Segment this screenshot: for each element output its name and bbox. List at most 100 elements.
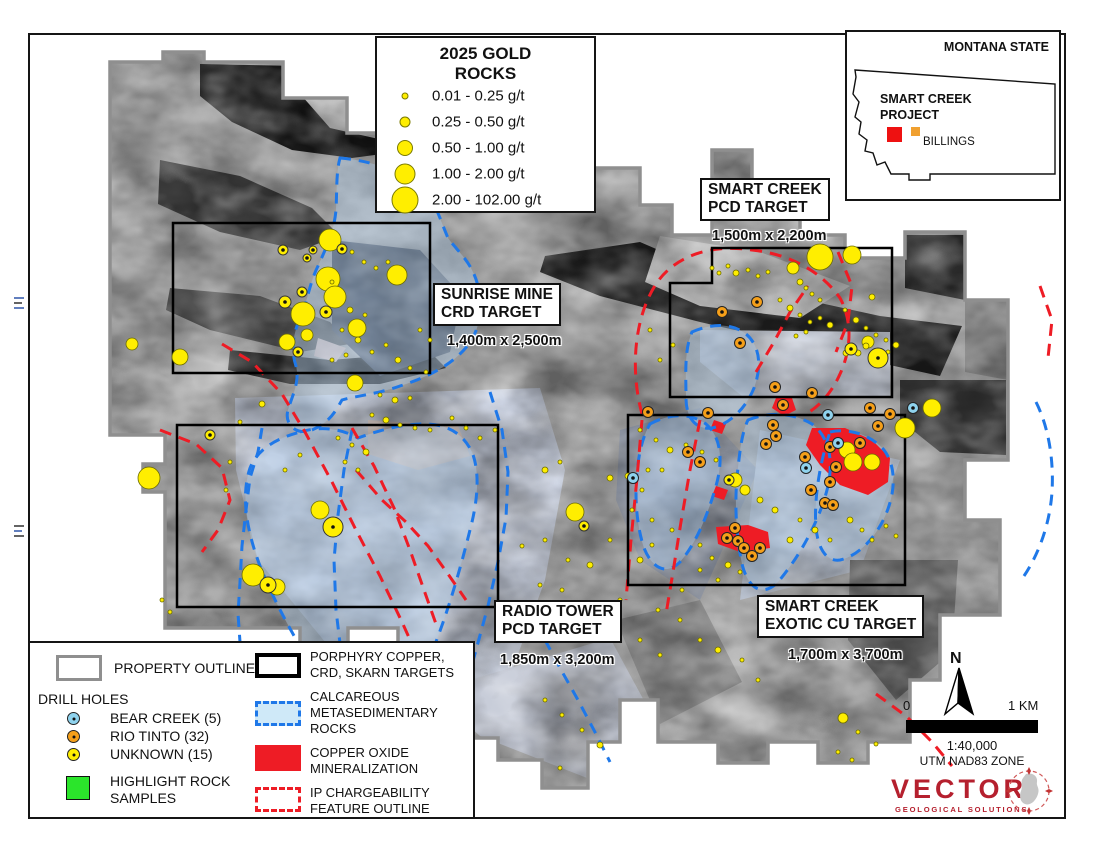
gold-legend-row: 0.01 - 0.25 g/t — [377, 83, 594, 109]
project-label: SMART CREEK PROJECT — [880, 92, 972, 122]
gold-size-swatch — [397, 140, 413, 157]
drillhole-center-dot — [834, 465, 838, 469]
vector-logo-subtext: GEOLOGICAL SOLUTIONS — [895, 805, 1029, 814]
gold-sample-marker — [697, 542, 703, 548]
copper-oxide-label: MINERALIZATION — [310, 761, 419, 776]
drillhole-center-dot — [809, 488, 813, 492]
gold-sample-marker — [565, 502, 585, 522]
gold-sample-marker — [739, 484, 751, 496]
gold-sample-marker — [559, 587, 565, 593]
gold-sample-marker — [846, 516, 854, 524]
gold-sample-marker — [679, 587, 685, 593]
ip-chargeability-outline — [633, 246, 851, 416]
unknown-label: UNKNOWN (15) — [110, 746, 213, 762]
porphyry-target-swatch — [255, 653, 301, 678]
bear-creek-drillhole-icon — [67, 712, 80, 725]
gold-legend-label: 0.01 - 0.25 g/t — [432, 87, 525, 105]
scale-bar — [906, 720, 1038, 733]
target-label-smart-creek-pcd: SMART CREEK PCD TARGET — [700, 178, 830, 221]
gold-sample-marker — [137, 466, 161, 490]
calcareous-area-fill — [287, 158, 481, 432]
ip-chargeability-outline — [221, 342, 436, 693]
drillhole-center-dot — [340, 247, 344, 251]
ip-chargeability-outline — [875, 692, 954, 767]
montana-inset: MONTANA STATE SMART CREEK PROJECT BILLIN… — [845, 30, 1061, 201]
drillhole-center-dot — [698, 460, 702, 464]
gold-sample-marker — [786, 304, 794, 312]
gold-sample-marker — [373, 265, 379, 271]
porphyry-label: PORPHYRY COPPER, — [310, 649, 445, 664]
gold-sample-marker — [407, 395, 413, 401]
gold-sample-marker — [849, 757, 855, 763]
gold-sample-marker — [863, 453, 881, 471]
gold-sample-marker — [241, 563, 265, 587]
drillhole-center-dot — [836, 441, 840, 445]
gold-sample-marker — [639, 487, 645, 493]
gold-sample-marker — [863, 325, 869, 331]
gold-sample-marker — [859, 527, 865, 533]
drillhole-center-dot — [758, 546, 762, 550]
calcareous-area-fill — [685, 325, 759, 429]
gold-sample-marker — [377, 392, 383, 398]
gold-sample-marker — [542, 537, 548, 543]
gold-legend-label: 1.00 - 2.00 g/t — [432, 165, 525, 183]
gold-sample-marker — [666, 446, 674, 454]
gold-sample-marker — [167, 609, 173, 615]
gold-sample-marker — [669, 527, 675, 533]
gold-sample-marker — [323, 285, 347, 309]
gold-sample-marker — [382, 416, 390, 424]
north-label: N — [950, 650, 962, 667]
drillhole-center-dot — [823, 501, 827, 505]
target-dims-exotic-cu: 1,700m x 3,700m — [788, 647, 903, 663]
calcareous-label: CALCAREOUS — [310, 689, 400, 704]
drillhole-center-dot — [771, 423, 775, 427]
gold-sample-marker — [659, 467, 665, 473]
calcareous-label: METASEDIMENTARY — [310, 705, 438, 720]
drillhole-center-dot — [773, 385, 777, 389]
gold-sample-marker — [811, 526, 819, 534]
copper-oxide-area — [712, 486, 728, 500]
target-dims-smart-creek-pcd: 1,500m x 2,200m — [712, 228, 827, 244]
gold-sample-marker — [653, 437, 659, 443]
gold-sample-marker — [278, 333, 296, 351]
drillhole-center-dot — [849, 347, 853, 351]
ip-chargeability-outline — [350, 427, 438, 625]
gold-sample-marker — [237, 419, 243, 425]
project-square-marker — [887, 127, 902, 142]
calcareous-outline — [734, 412, 832, 592]
gold-sample-marker — [537, 582, 543, 588]
drillhole-center-dot — [331, 525, 335, 529]
gold-sample-marker — [873, 741, 879, 747]
gold-sample-marker — [883, 523, 889, 529]
property-outline-swatch — [56, 655, 102, 681]
copper-oxide-area — [710, 420, 726, 434]
gold-sample-marker — [647, 327, 653, 333]
gold-sample-marker — [786, 261, 800, 275]
gold-sample-marker — [873, 332, 879, 338]
gold-legend-row: 0.50 - 1.00 g/t — [377, 135, 594, 161]
drillhole-center-dot — [646, 410, 650, 414]
drillhole-center-dot — [208, 433, 212, 437]
montana-shape-icon — [852, 69, 1056, 181]
gold-sample-marker — [842, 307, 848, 313]
north-arrow-icon — [943, 667, 975, 717]
gold-rocks-legend: 2025 GOLD ROCKS 0.01 - 0.25 g/t 0.25 - 0… — [375, 36, 596, 214]
gold-sample-marker — [732, 269, 740, 277]
gold-sample-marker — [318, 228, 342, 252]
billings-label: BILLINGS — [923, 136, 975, 148]
copper-oxide-label: COPPER OXIDE — [310, 745, 409, 760]
gold-sample-marker — [765, 269, 771, 275]
gold-sample-marker — [383, 342, 389, 348]
gold-sample-marker — [809, 291, 815, 297]
drillhole-center-dot — [706, 411, 710, 415]
gold-sample-marker — [557, 459, 563, 465]
gold-sample-marker — [803, 329, 809, 335]
grid-tick-marks — [14, 525, 24, 537]
ip-chargeability-swatch — [255, 787, 301, 812]
drillhole-center-dot — [774, 434, 778, 438]
gold-sample-marker — [796, 278, 804, 286]
gold-sample-marker — [657, 652, 663, 658]
drillhole-center-dot — [324, 310, 328, 314]
gold-sample-marker — [290, 301, 316, 327]
drillhole-center-dot — [733, 526, 737, 530]
